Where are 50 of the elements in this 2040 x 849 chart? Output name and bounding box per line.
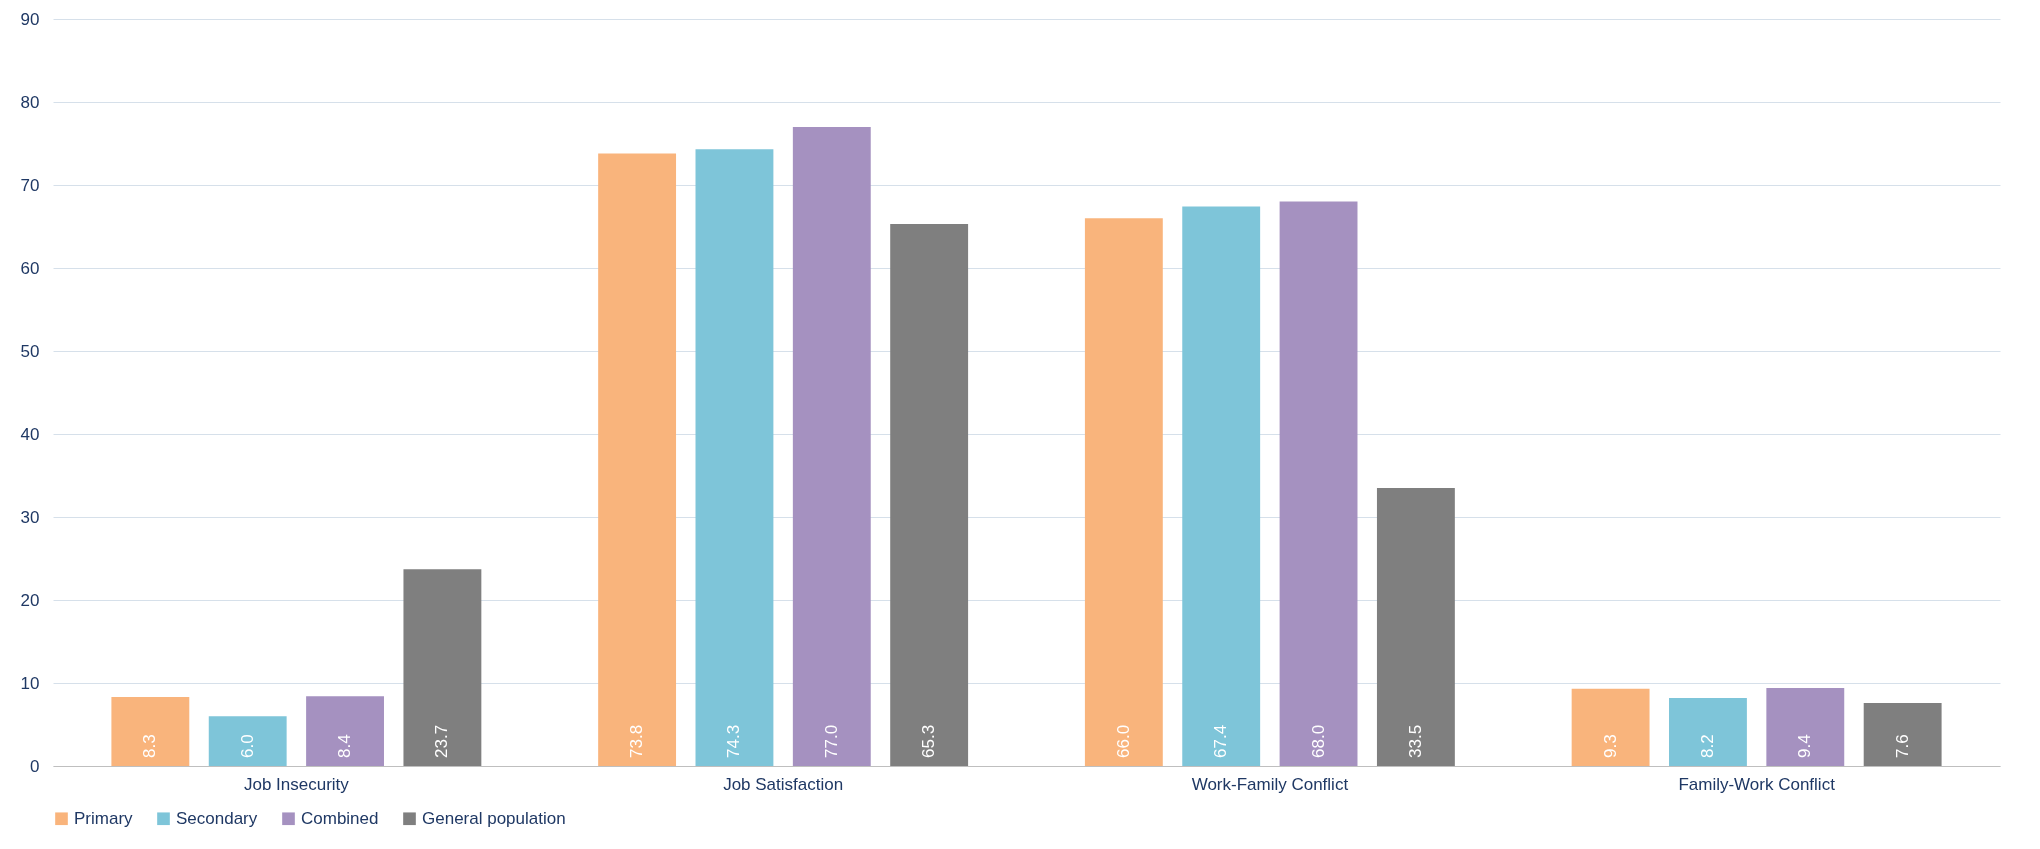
data-label: 66.0	[1113, 724, 1133, 758]
y-tick-label: 70	[20, 175, 40, 195]
bar	[1766, 687, 1845, 766]
bar	[306, 696, 384, 766]
y-tick-label: 90	[20, 9, 40, 29]
data-label: 74.3	[724, 724, 744, 758]
data-label: 23.7	[432, 724, 452, 758]
legend-label: General population	[422, 808, 566, 828]
x-tick-label: Job Insecurity	[243, 774, 350, 794]
data-label: 9.3	[1600, 734, 1620, 758]
y-tick-label: 30	[20, 507, 40, 527]
data-label: 33.5	[1405, 724, 1425, 758]
data-label: 77.0	[821, 724, 841, 758]
data-label: 7.6	[1892, 734, 1912, 758]
x-tick-label: Job Satisfaction	[723, 774, 844, 794]
bar	[695, 149, 774, 766]
y-tick-label: 80	[20, 92, 40, 112]
bar	[111, 697, 190, 766]
data-label: 9.4	[1795, 734, 1815, 758]
data-label: 67.4	[1211, 724, 1231, 758]
y-tick-label: 50	[20, 341, 40, 361]
bar	[1669, 697, 1747, 766]
bar	[1182, 206, 1261, 766]
legend-label: Primary	[74, 808, 134, 828]
data-label: 6.0	[237, 734, 257, 758]
bar	[1571, 688, 1650, 766]
data-label: 8.2	[1697, 734, 1717, 758]
data-label: 73.8	[627, 724, 647, 758]
data-label: 68.0	[1308, 724, 1328, 758]
bar	[1863, 702, 1942, 766]
y-tick-label: 10	[20, 673, 40, 693]
legend-label: Secondary	[176, 808, 258, 828]
bar	[1376, 487, 1455, 766]
y-tick-label: 60	[20, 258, 40, 278]
legend-label: Combined	[301, 808, 379, 828]
bar	[792, 126, 871, 766]
bar	[598, 153, 677, 766]
x-tick-label: Work-Family Conflict	[1191, 774, 1349, 794]
data-label: 65.3	[919, 724, 939, 758]
bar	[1279, 201, 1358, 766]
bar	[1084, 218, 1163, 766]
y-tick-label: 40	[20, 424, 40, 444]
data-label: 8.3	[140, 734, 160, 758]
y-tick-label: 20	[20, 590, 40, 610]
bar	[208, 716, 287, 766]
bar	[890, 224, 969, 766]
data-label: 8.4	[335, 734, 355, 758]
y-tick-label: 0	[30, 756, 40, 776]
bar	[403, 569, 482, 766]
x-tick-label: Family-Work Conflict	[1678, 774, 1836, 794]
